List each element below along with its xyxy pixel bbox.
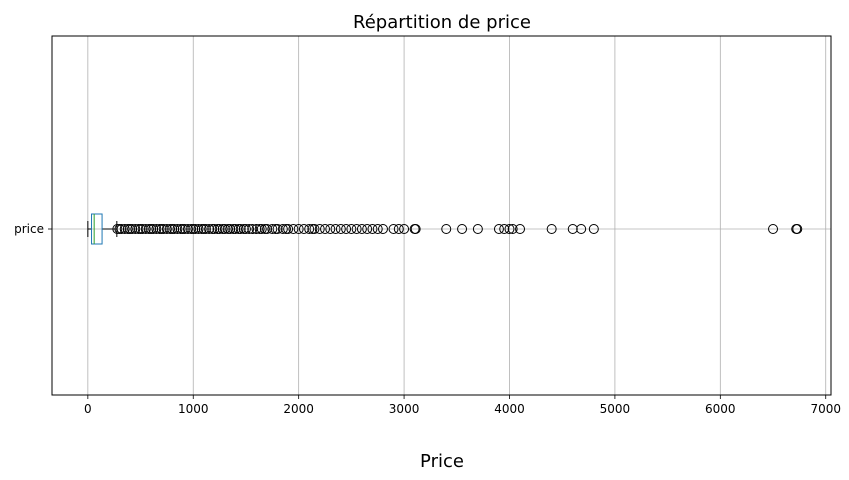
y-tick-label: price [14, 222, 44, 236]
outlier-point [200, 224, 211, 234]
outlier-point [399, 224, 410, 234]
outlier-point [256, 224, 267, 234]
x-tick-label: 5000 [600, 402, 631, 416]
outlier-point [277, 224, 288, 234]
outlier-point [214, 224, 225, 234]
outlier-point [325, 224, 336, 234]
outlier-point [372, 224, 383, 234]
outlier-point [507, 224, 518, 234]
outlier-point [161, 224, 172, 234]
outlier-point [193, 224, 204, 234]
outlier-point [567, 224, 578, 234]
chart-title: Répartition de price [353, 12, 531, 33]
outlier-point [209, 224, 220, 234]
x-tick-label: 6000 [705, 402, 736, 416]
outlier-point [137, 224, 148, 234]
outlier-point [309, 224, 320, 234]
outlier-point [172, 224, 183, 234]
outlier-point [151, 224, 162, 234]
grid-lines [52, 36, 831, 395]
outlier-point [472, 224, 483, 234]
outlier-point [119, 224, 130, 234]
outlier-point [546, 224, 557, 234]
outlier-point [244, 224, 255, 234]
outlier-point [346, 224, 357, 234]
outlier-point [330, 224, 341, 234]
outlier-point [130, 224, 141, 234]
outlier-point [457, 224, 468, 234]
x-tick-label: 7000 [810, 402, 841, 416]
outlier-point [230, 224, 241, 234]
outlier-point [179, 224, 190, 234]
outlier-point [293, 224, 304, 234]
outlier-point [219, 224, 230, 234]
x-tick-label: 3000 [389, 402, 420, 416]
outlier-point [225, 224, 236, 234]
outlier-point [158, 224, 169, 234]
outlier-point [169, 224, 180, 234]
outlier-point [182, 224, 193, 234]
outlier-point [362, 224, 373, 234]
outlier-point [768, 224, 779, 234]
outlier-point [251, 224, 262, 234]
x-tick-label: 2000 [283, 402, 314, 416]
outlier-point [262, 224, 273, 234]
outlier-point [127, 224, 138, 234]
outlier-point [283, 224, 294, 234]
outlier-point [190, 224, 201, 234]
x-axis-label: Price [420, 451, 464, 472]
x-axis: 0 1000 2000 3000 4000 5000 6000 7000 [84, 395, 841, 416]
outlier-point [499, 224, 510, 234]
x-tick-label: 1000 [178, 402, 209, 416]
outlier-point [493, 224, 504, 234]
outlier-point [235, 224, 246, 234]
outlier-point [288, 224, 299, 234]
outlier-point [320, 224, 331, 234]
plot-frame [51, 35, 832, 396]
outlier-point [367, 224, 378, 234]
outlier-point [588, 224, 599, 234]
outlier-point [792, 224, 803, 234]
y-axis: price [14, 222, 52, 236]
outlier-point [388, 224, 399, 234]
outlier-point [304, 224, 315, 234]
outlier-point [148, 224, 159, 234]
outlier-point [267, 224, 278, 234]
outlier-point [377, 224, 388, 234]
outlier-point [204, 224, 215, 234]
outlier-point [356, 224, 367, 234]
outlier-point [410, 224, 421, 234]
outlier-point [576, 224, 587, 234]
outlier-point [116, 224, 127, 234]
outlier-point [341, 224, 352, 234]
box-iqr [91, 213, 103, 245]
outlier-point [240, 224, 251, 234]
plot-area [87, 213, 803, 245]
outlier-point [335, 224, 346, 234]
outlier-point [504, 224, 515, 234]
outlier-point [441, 224, 452, 234]
outlier-point [272, 224, 283, 234]
outlier-point [351, 224, 362, 234]
x-tick-label: 4000 [494, 402, 525, 416]
outlier-point [140, 224, 151, 234]
outlier-point [298, 224, 309, 234]
x-tick-label: 0 [84, 402, 92, 416]
outlier-point [393, 224, 404, 234]
outlier-point [314, 224, 325, 234]
outlier-point [515, 224, 526, 234]
